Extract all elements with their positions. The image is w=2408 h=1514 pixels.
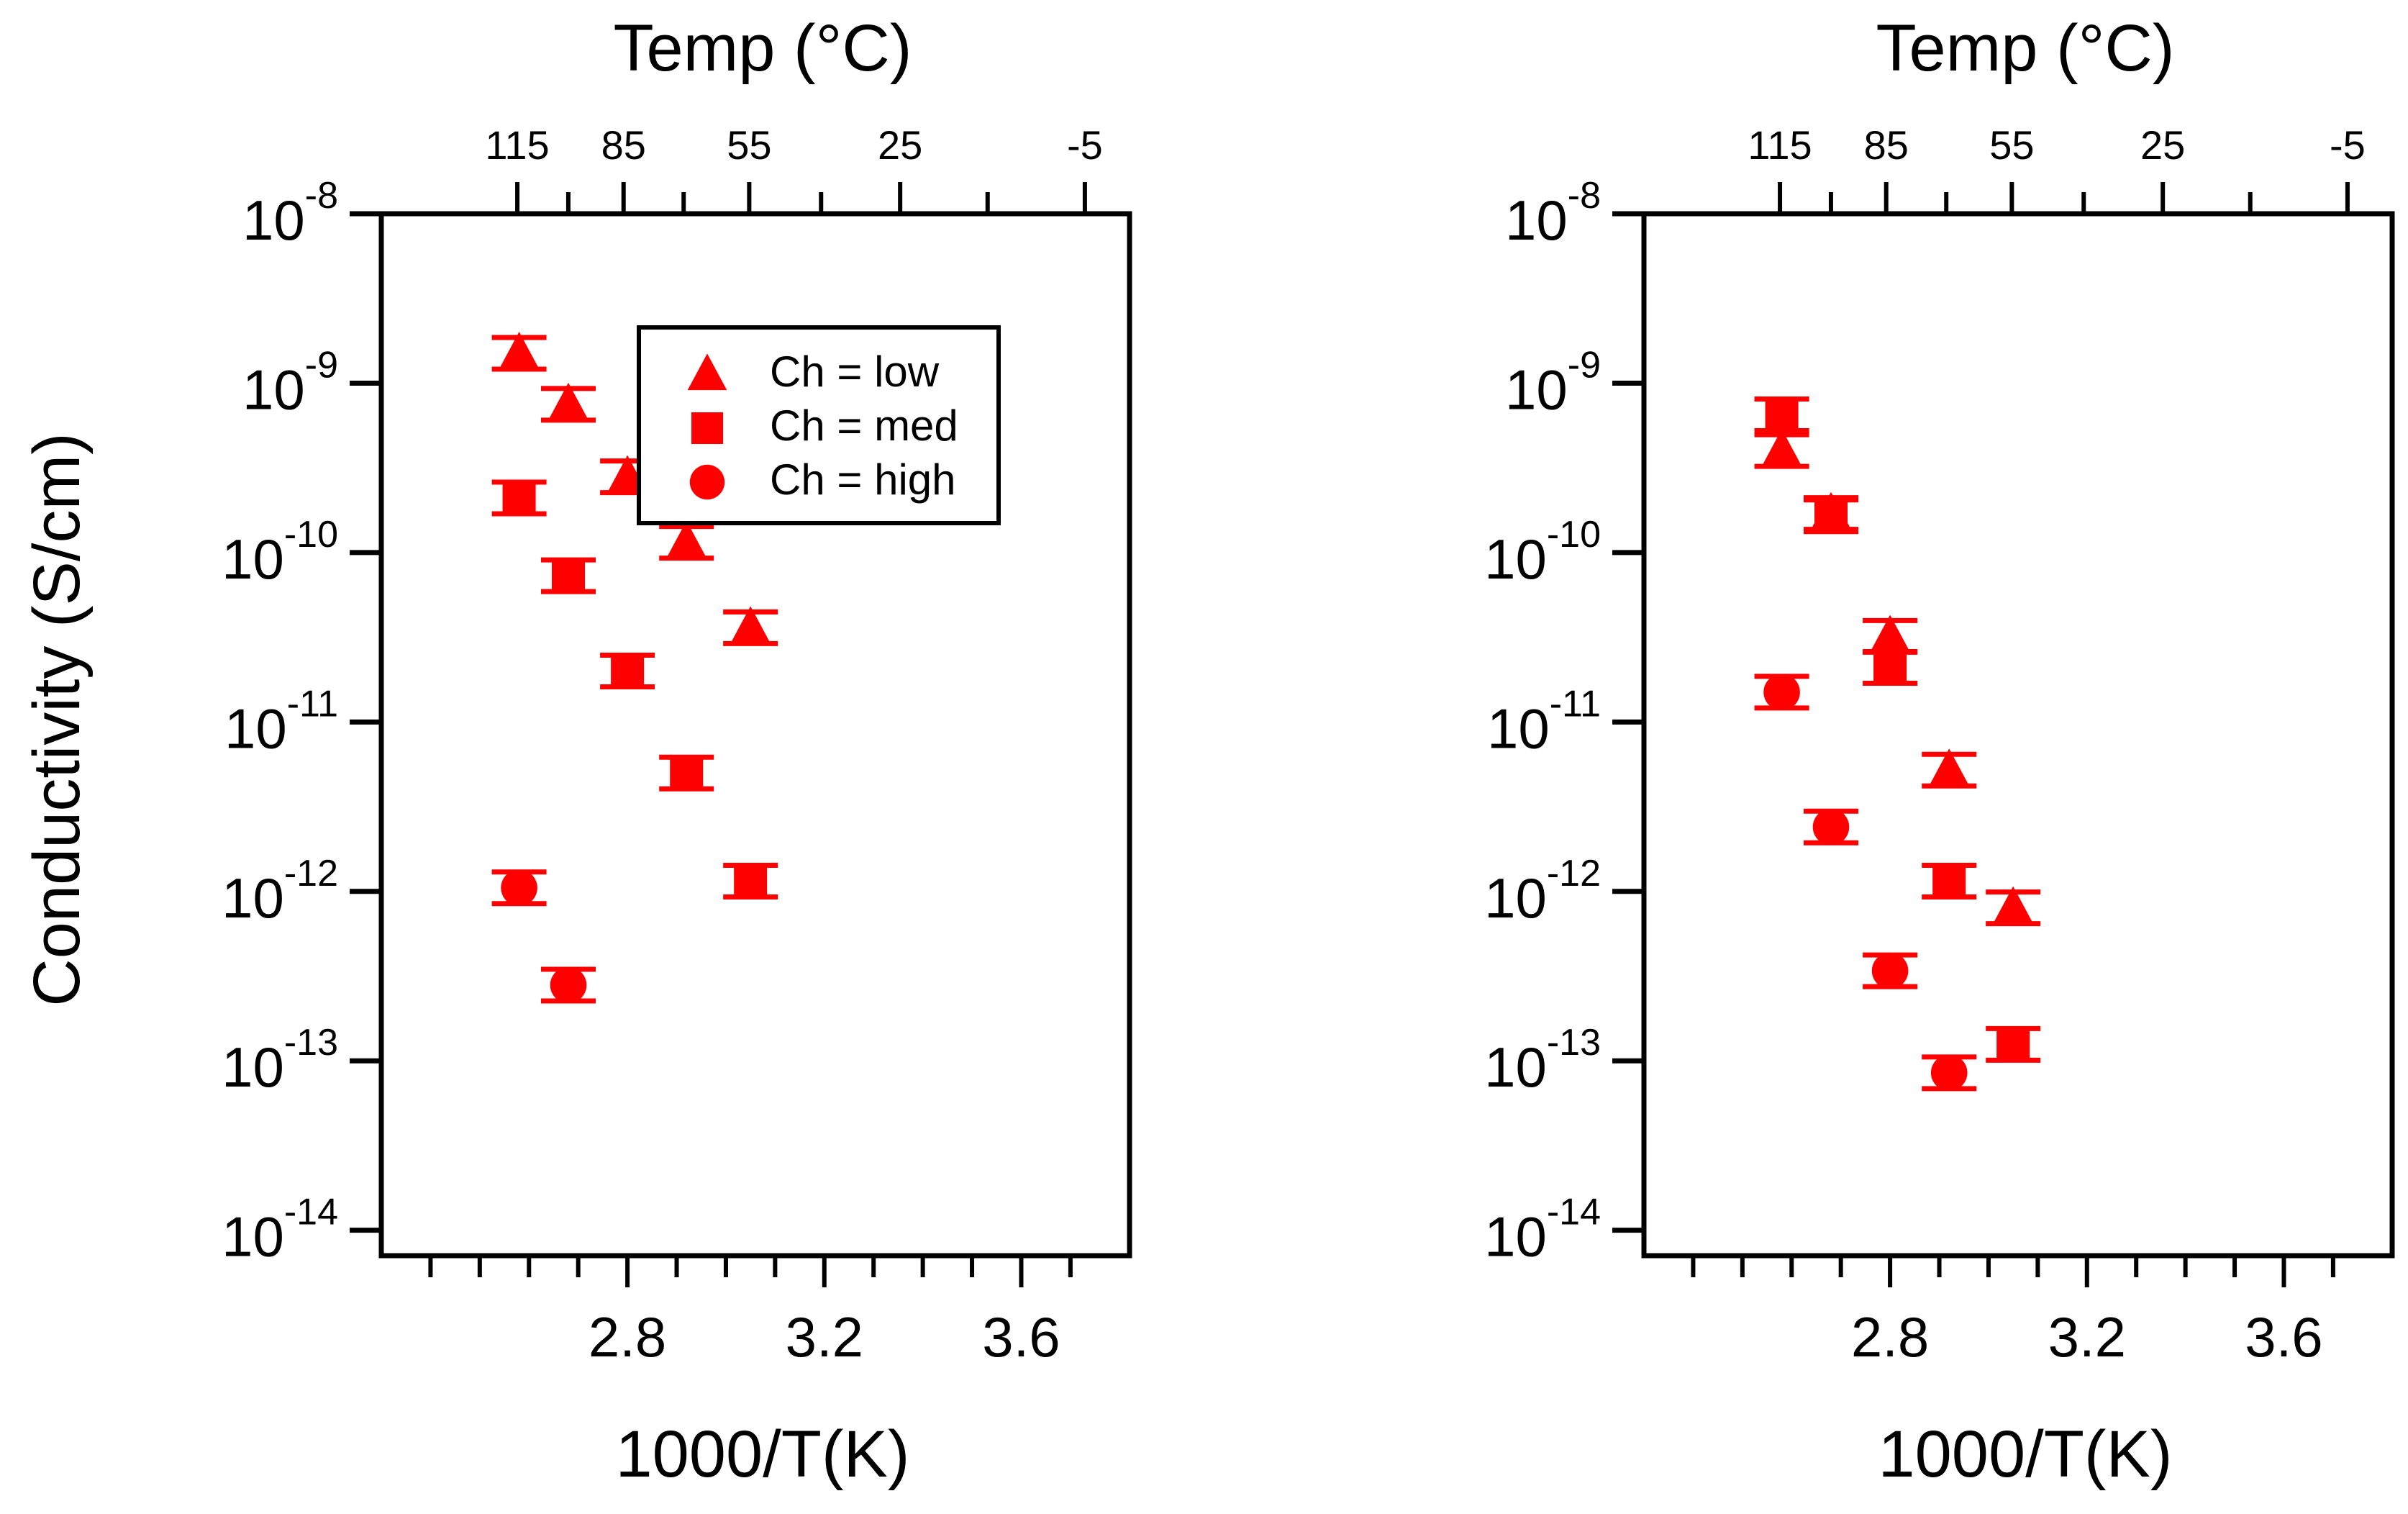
data-point-square — [670, 756, 704, 790]
legend-marker-square — [691, 412, 723, 444]
legend-marker-triangle — [687, 353, 727, 391]
data-point-circle — [550, 966, 587, 1004]
data-point-square — [611, 654, 645, 688]
left-data-marks — [491, 332, 778, 1004]
y-tick-label: 10-14 — [1484, 1192, 1601, 1269]
y-tick-label: 10-11 — [224, 683, 338, 760]
data-point-square — [1932, 864, 1966, 898]
data-point-circle — [1763, 674, 1800, 711]
data-point-square — [1873, 651, 1907, 684]
left-x-tick-labels: 2.8 3.2 3.6 — [589, 1305, 1060, 1369]
data-point-square — [1814, 499, 1848, 532]
data-point-circle — [1930, 1054, 1968, 1092]
legend-label-low: Ch = low — [770, 348, 940, 396]
right-top-axis-label: Temp (°C) — [1876, 12, 2174, 85]
x-tick-label: 3.6 — [982, 1305, 1060, 1369]
left-top-tick-labels: 115 85 55 25 -5 — [485, 122, 1102, 168]
data-point-triangle — [548, 382, 589, 422]
data-point-square — [1765, 398, 1799, 432]
data-point-circle — [1871, 952, 1909, 989]
data-point-square — [552, 559, 585, 593]
right-chart-panel: 10-8 10-9 10-10 10-11 10-12 10-13 10-14 2.8 3.2… — [1484, 12, 2395, 1491]
data-point-triangle — [1928, 748, 1970, 787]
y-tick-label: 10-12 — [1484, 853, 1601, 930]
top-tick-label: 85 — [601, 122, 646, 168]
legend-markers — [687, 353, 727, 500]
data-point-circle — [501, 869, 537, 907]
y-tick-label: 10-9 — [242, 344, 338, 421]
y-tick-label: 10-10 — [1484, 514, 1601, 591]
x-tick-label: 3.2 — [786, 1305, 863, 1369]
y-axis-label: Conductivity (S/cm) — [20, 432, 94, 1007]
y-tick-label: 10-14 — [222, 1192, 338, 1269]
data-point-triangle — [665, 520, 707, 559]
x-tick-label: 3.6 — [2245, 1305, 2322, 1369]
x-tick-label: 3.2 — [2048, 1305, 2126, 1369]
top-tick-label: 115 — [1748, 122, 1812, 168]
y-tick-label: 10-8 — [1505, 175, 1601, 252]
left-y-tick-labels: 10-8 10-9 10-10 10-11 10-12 10-13 10-14 — [222, 175, 338, 1269]
data-point-square — [502, 481, 536, 515]
legend: Ch = low Ch = med Ch = high — [637, 325, 1001, 525]
top-tick-label: -5 — [1067, 122, 1103, 168]
x-tick-label: 2.8 — [589, 1305, 666, 1369]
x-tick-label: 2.8 — [1851, 1305, 1929, 1369]
top-tick-label: 85 — [1864, 122, 1909, 168]
legend-label-med: Ch = med — [770, 402, 958, 450]
right-y-tick-labels: 10-8 10-9 10-10 10-11 10-12 10-13 10-14 — [1484, 175, 1601, 1269]
y-tick-label: 10-13 — [222, 1022, 338, 1099]
right-data-marks — [1754, 396, 2041, 1092]
right-tick-marks — [1612, 182, 2350, 1287]
data-point-triangle — [499, 332, 540, 371]
top-tick-label: 55 — [727, 122, 771, 168]
left-x-axis-label: 1000/T(K) — [615, 1418, 909, 1491]
y-tick-label: 10-12 — [222, 853, 338, 930]
data-point-triangle — [1992, 886, 2034, 925]
top-tick-label: -5 — [2330, 122, 2366, 168]
data-point-square — [1996, 1028, 2030, 1061]
left-chart-panel: 10-8 10-9 10-10 10-11 10-12 10-13 10-14 2.8 3.2… — [20, 12, 1132, 1491]
top-tick-label: 115 — [485, 122, 549, 168]
left-tick-marks — [350, 182, 1087, 1287]
y-tick-label: 10-9 — [1505, 344, 1601, 421]
data-point-triangle — [1761, 429, 1803, 468]
right-top-tick-labels: 115 85 55 25 -5 — [1748, 122, 2365, 168]
top-tick-label: 55 — [1989, 122, 2034, 168]
y-tick-label: 10-10 — [222, 514, 338, 591]
right-x-axis-label: 1000/T(K) — [1878, 1418, 2172, 1491]
data-point-triangle — [730, 606, 771, 645]
data-point-triangle — [1869, 615, 1911, 653]
top-tick-label: 25 — [878, 122, 922, 168]
y-tick-label: 10-11 — [1487, 683, 1601, 760]
y-tick-label: 10-13 — [1484, 1022, 1601, 1099]
legend-marker-circle — [689, 464, 725, 500]
left-top-axis-label: Temp (°C) — [613, 12, 912, 85]
legend-label-high: Ch = high — [770, 455, 956, 504]
data-point-square — [734, 864, 768, 898]
data-point-circle — [1812, 808, 1850, 846]
y-tick-label: 10-8 — [242, 175, 338, 252]
right-x-tick-labels: 2.8 3.2 3.6 — [1851, 1305, 2323, 1369]
top-tick-label: 25 — [2140, 122, 2185, 168]
